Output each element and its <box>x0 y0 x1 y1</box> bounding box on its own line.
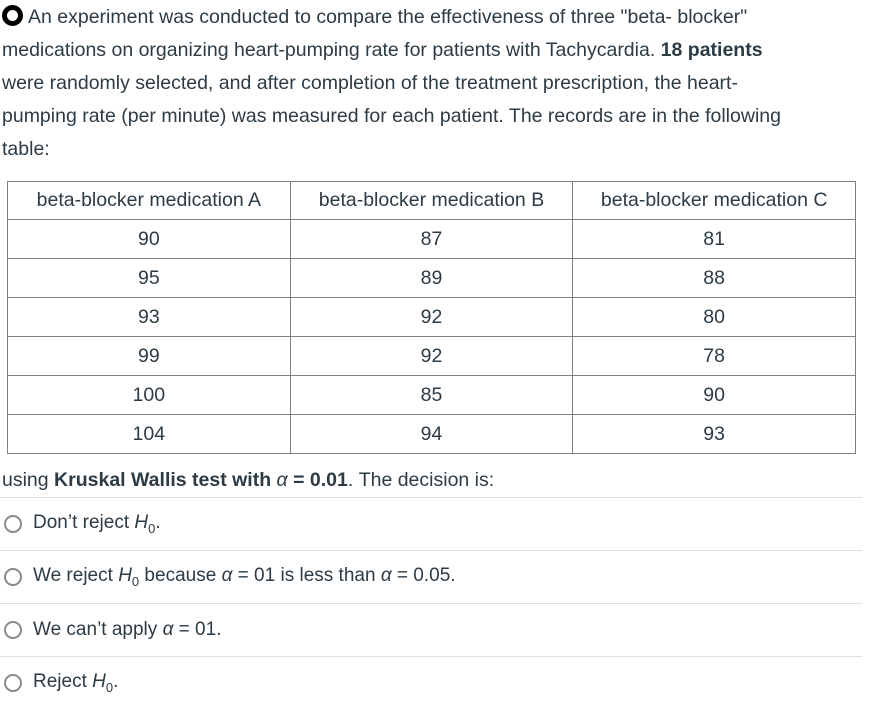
table-cell: 78 <box>572 336 856 376</box>
question-text-segment: were randomly selected, and after comple… <box>2 72 738 94</box>
table-cell: 100 <box>7 375 291 415</box>
table-header-row: beta-blocker medication A beta-blocker m… <box>7 181 856 220</box>
hypothesis-symbol: H <box>134 512 149 534</box>
answer-option-label: We reject H0 because α = 01 is less than… <box>33 565 456 589</box>
table-cell: 88 <box>572 258 856 298</box>
alpha-symbol: α <box>162 619 174 640</box>
question-status-icon <box>2 5 23 26</box>
hypothesis-symbol: H <box>118 565 132 587</box>
table-row: 99 92 78 <box>7 336 856 376</box>
question-suffix-text: using Kruskal Wallis test with α = 0.01.… <box>2 467 873 493</box>
answer-option-label: We can’t apply α = 01. <box>33 619 221 641</box>
question-text-line-2: medications on organizing heart-pumping … <box>2 34 873 67</box>
hypothesis-subscript: 0 <box>131 573 140 589</box>
radio-button-icon[interactable] <box>4 568 22 586</box>
question-text-segment: medications on organizing heart-pumping … <box>2 39 661 61</box>
table-row: 104 94 93 <box>7 414 856 454</box>
answer-option-reject[interactable]: Reject H0. <box>0 656 862 709</box>
table-cell: 90 <box>572 375 856 415</box>
alpha-symbol: α <box>380 565 392 587</box>
answer-option-cant-apply[interactable]: We can’t apply α = 01. <box>0 603 862 656</box>
table-cell: 92 <box>289 336 574 376</box>
hypothesis-subscript: 0 <box>148 520 156 536</box>
answer-option-dont-reject[interactable]: Don’t reject H0. <box>0 497 862 550</box>
option-text-segment: = 0.05. <box>391 565 456 587</box>
table-cell: 92 <box>289 297 574 337</box>
table-cell: 87 <box>289 219 574 259</box>
data-table: beta-blocker medication A beta-blocker m… <box>7 181 856 454</box>
answer-options-list: Don’t reject H0. We reject H0 because α … <box>0 497 873 709</box>
option-text-segment: Reject <box>33 671 93 693</box>
alpha-symbol: α <box>221 565 233 587</box>
question-text: An experiment was conducted to compare t… <box>0 0 873 166</box>
suffix-bold-segment: Kruskal Wallis test with <box>54 469 277 491</box>
option-text-segment: because <box>139 565 222 587</box>
table-header-cell: beta-blocker medication B <box>289 181 574 220</box>
table-cell: 95 <box>7 258 291 298</box>
table-cell: 80 <box>572 297 856 337</box>
suffix-segment: . The decision is: <box>347 469 495 491</box>
table-row: 100 85 90 <box>7 375 856 415</box>
hypothesis-symbol: H <box>92 671 106 693</box>
alpha-symbol: α <box>276 469 288 491</box>
question-text-line-1: An experiment was conducted to compare t… <box>2 1 873 34</box>
table-cell: 93 <box>7 297 291 337</box>
answer-option-label: Don’t reject H0. <box>33 512 161 536</box>
radio-button-icon[interactable] <box>4 621 22 639</box>
table-cell: 89 <box>289 258 574 298</box>
option-text-segment: We can’t apply <box>33 619 163 640</box>
option-text-segment: We reject <box>33 565 119 587</box>
table-cell: 81 <box>572 219 856 259</box>
table-cell: 85 <box>289 375 574 415</box>
suffix-segment: using <box>2 469 55 491</box>
table-cell: 99 <box>7 336 291 376</box>
answer-option-reject-because[interactable]: We reject H0 because α = 01 is less than… <box>0 550 862 603</box>
table-row: 93 92 80 <box>7 297 856 337</box>
option-text-segment: . <box>155 512 161 534</box>
hypothesis-subscript: 0 <box>105 679 114 695</box>
table-row: 90 87 81 <box>7 219 856 259</box>
table-cell: 104 <box>7 414 291 454</box>
question-text-segment: An experiment was conducted to compare t… <box>28 6 748 28</box>
suffix-bold-segment: = 0.01 <box>287 469 348 491</box>
radio-button-icon[interactable] <box>4 674 22 692</box>
question-text-line-4: pumping rate (per minute) was measured f… <box>2 100 873 133</box>
table-header-cell: beta-blocker medication C <box>572 181 856 220</box>
table-cell: 94 <box>289 414 574 454</box>
question-text-segment: table: <box>2 138 50 160</box>
table-row: 95 89 88 <box>7 258 856 298</box>
table-cell: 90 <box>7 219 291 259</box>
question-text-line-5: table: <box>2 133 873 166</box>
question-text-line-3: were randomly selected, and after comple… <box>2 67 873 100</box>
table-header-cell: beta-blocker medication A <box>7 181 291 220</box>
question-text-segment: pumping rate (per minute) was measured f… <box>2 105 781 127</box>
option-text-segment: Don’t reject <box>33 512 135 534</box>
answer-option-label: Reject H0. <box>33 671 118 695</box>
radio-button-icon[interactable] <box>4 515 22 533</box>
option-text-segment: . <box>113 671 119 693</box>
table-cell: 93 <box>572 414 856 454</box>
option-text-segment: = 01. <box>173 619 222 640</box>
option-text-segment: = 01 is less than <box>232 565 381 587</box>
question-text-bold-segment: 18 patients <box>660 39 763 61</box>
